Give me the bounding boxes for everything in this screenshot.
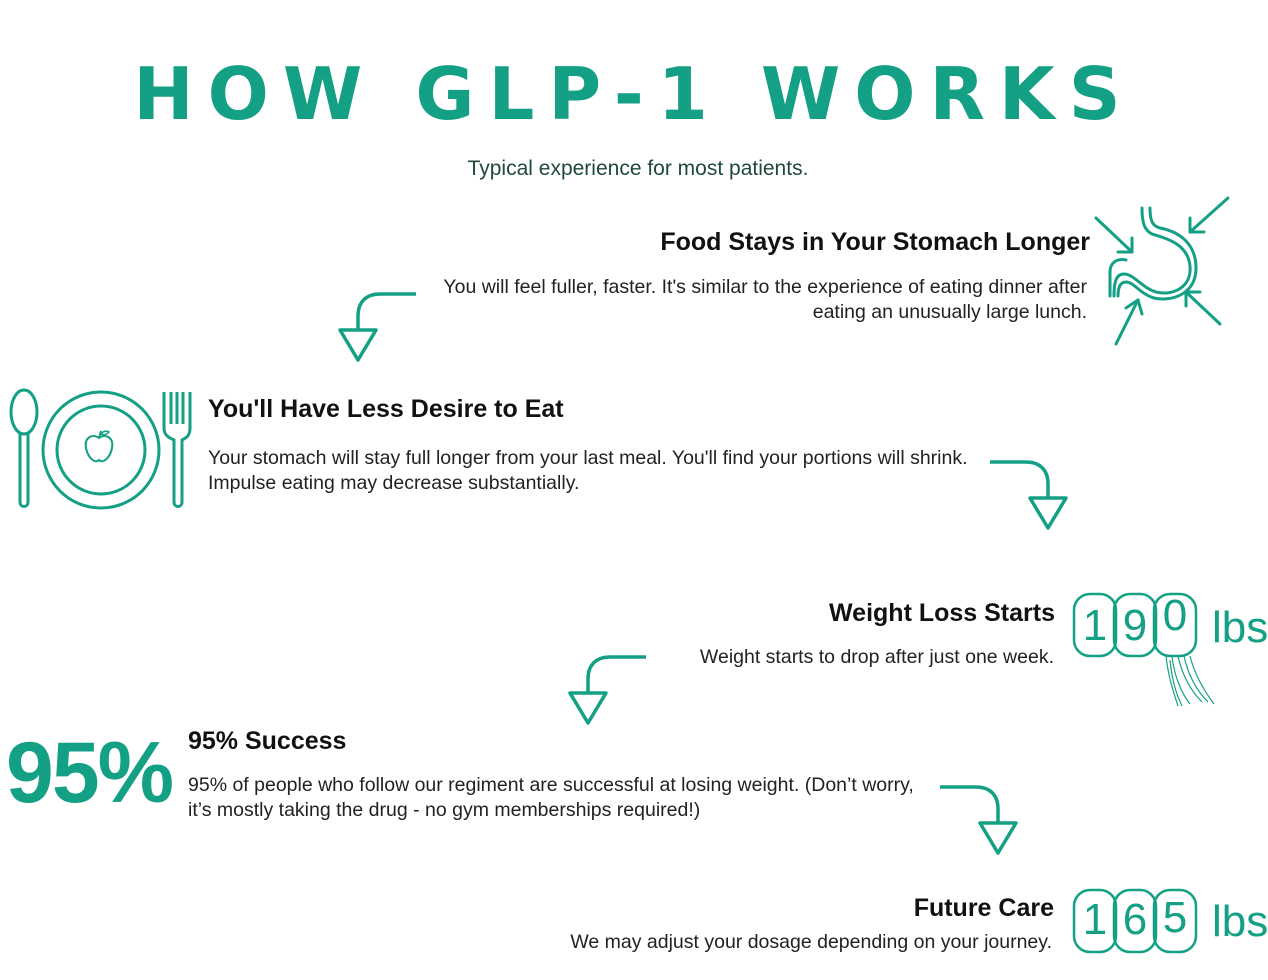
step-heading: You'll Have Less Desire to Eat xyxy=(208,395,564,423)
step-future-care: Future Care xyxy=(600,894,1054,923)
weight-counter-icon: 1 9 0 lbs xyxy=(1072,591,1268,707)
step-heading: Food Stays in Your Stomach Longer xyxy=(660,228,1090,256)
step-food-stays: Food Stays in Your Stomach Longer xyxy=(300,228,1090,257)
step-success-body: 95% of people who follow our regiment ar… xyxy=(188,773,933,823)
stomach-icon xyxy=(1094,196,1230,346)
step-body: Your stomach will stay full longer from … xyxy=(208,447,968,494)
step-food-stays-body: You will feel fuller, faster. It's simil… xyxy=(420,275,1087,325)
curved-arrow-down-icon xyxy=(990,460,1068,530)
step-body: Weight starts to drop after just one wee… xyxy=(699,646,1054,668)
counter-digit: 0 xyxy=(1163,591,1187,640)
step-less-desire: You'll Have Less Desire to Eat xyxy=(208,395,988,424)
step-body: 95% of people who follow our regiment ar… xyxy=(188,774,914,821)
step-body: We may adjust your dosage depending on y… xyxy=(570,931,1052,953)
step-heading: Future Care xyxy=(913,894,1054,922)
step-future-care-body: We may adjust your dosage depending on y… xyxy=(480,930,1052,955)
step-body: You will feel fuller, faster. It's simil… xyxy=(443,276,1087,323)
curved-arrow-down-icon xyxy=(940,785,1018,855)
page-title: HOW GLP-1 WORKS xyxy=(133,52,1135,136)
counter-unit: lbs xyxy=(1212,603,1268,652)
step-weight-loss: Weight Loss Starts xyxy=(600,599,1055,628)
step-success: 95% Success xyxy=(188,727,948,756)
counter-digit: 9 xyxy=(1123,601,1147,650)
counter-digit: 6 xyxy=(1123,895,1147,944)
page-subtitle: Typical experience for most patients. xyxy=(467,157,809,180)
counter-unit: lbs xyxy=(1212,897,1268,946)
counter-digit: 1 xyxy=(1083,895,1107,944)
counter-digit: 5 xyxy=(1163,893,1187,942)
weight-counter-icon: 1 6 5 lbs xyxy=(1072,888,1268,954)
curved-arrow-down-icon xyxy=(568,655,646,725)
success-stat: 95% xyxy=(6,725,174,821)
curved-arrow-down-icon xyxy=(338,292,416,362)
plate-with-cutlery-icon xyxy=(9,388,192,510)
step-weight-loss-body: Weight starts to drop after just one wee… xyxy=(560,645,1054,670)
step-heading: Weight Loss Starts xyxy=(829,599,1055,627)
step-less-desire-body: Your stomach will stay full longer from … xyxy=(208,446,988,496)
counter-digit: 1 xyxy=(1083,601,1107,650)
step-heading: 95% Success xyxy=(188,727,347,755)
